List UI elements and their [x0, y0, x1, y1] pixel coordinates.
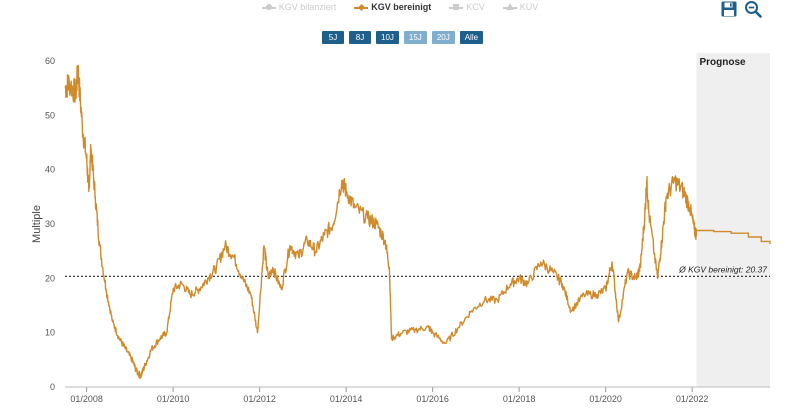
y-tick-label: 20 — [45, 273, 55, 283]
x-tick-label: 01/2014 — [330, 394, 363, 404]
x-tick-label: 01/2020 — [589, 394, 622, 404]
legend-label: KCV — [466, 1, 485, 12]
range-button-20j[interactable]: 20J — [431, 31, 455, 44]
forecast-band — [696, 53, 770, 387]
range-button-8j[interactable]: 8J — [349, 31, 371, 44]
range-button-15j[interactable]: 15J — [403, 31, 427, 44]
y-tick-label: 40 — [45, 165, 55, 175]
legend-item-kgv-bilanziert[interactable]: KGV bilanziert — [261, 0, 337, 14]
legend-item-kgv-bereinigt[interactable]: KGV bereinigt — [354, 0, 431, 14]
forecast-label: Prognose — [699, 57, 746, 68]
y-axis-label: Multiple — [31, 205, 43, 243]
chart-toolbar — [720, 0, 762, 18]
y-tick-label: 10 — [45, 328, 55, 338]
zoom-out-icon[interactable] — [744, 0, 762, 18]
average-label: Ø KGV bereinigt: 20.37 — [678, 264, 767, 274]
legend-item-kcv[interactable]: KCV — [449, 0, 485, 14]
x-tick-label: 01/2018 — [503, 394, 536, 404]
y-tick-label: 0 — [50, 382, 55, 392]
x-tick-label: 01/2010 — [157, 394, 190, 404]
square-marker-icon — [449, 2, 464, 12]
diamond-marker-icon — [354, 2, 369, 12]
triangle-marker-icon — [502, 2, 517, 12]
x-axis: 01/2008 01/2010 01/2012 01/2014 01/2016 01/20… — [70, 387, 708, 404]
save-icon[interactable] — [720, 0, 738, 18]
legend-label: KGV bereinigt — [371, 1, 432, 12]
x-tick-label: 01/2008 — [70, 394, 103, 404]
range-button-5j[interactable]: 5J — [322, 31, 344, 44]
y-tick-label: 60 — [45, 56, 55, 66]
x-tick-label: 01/2022 — [676, 394, 709, 404]
range-button-10j[interactable]: 10J — [376, 31, 399, 44]
legend-label: KGV bilanziert — [278, 1, 337, 12]
range-button-alle[interactable]: Alle — [459, 31, 484, 44]
series-line-prognose[interactable] — [696, 229, 771, 245]
legend-item-kuv[interactable]: KUV — [502, 0, 539, 14]
x-tick-label: 01/2012 — [243, 394, 276, 404]
y-axis: 0 10 20 30 40 50 60 — [45, 56, 55, 392]
series-line-kgv-bereinigt[interactable] — [64, 64, 698, 380]
range-selector: 5J 8J 10J 15J 20J Alle — [322, 31, 484, 44]
chart-legend: KGV bilanziert KGV bereinigt KCV KUV — [0, 0, 800, 14]
legend-label: KUV — [519, 1, 539, 12]
y-tick-label: 30 — [45, 219, 55, 229]
circle-marker-icon — [261, 2, 276, 12]
y-tick-label: 50 — [45, 110, 55, 120]
x-tick-label: 01/2016 — [416, 394, 449, 404]
